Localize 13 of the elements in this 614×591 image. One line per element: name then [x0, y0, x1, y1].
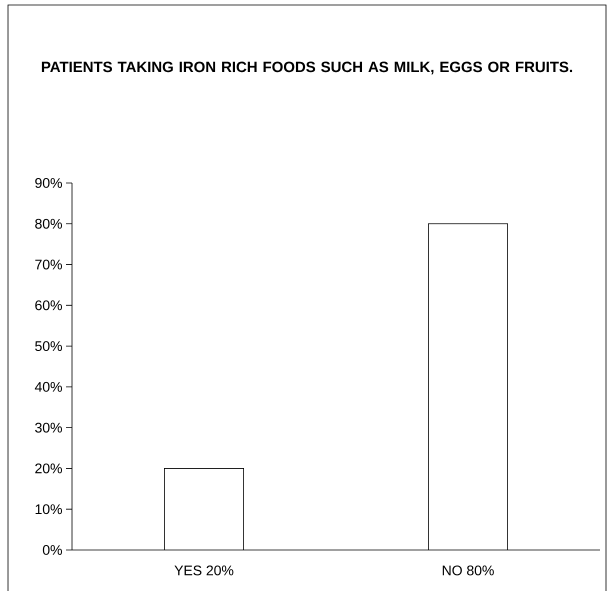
y-tick-label: 20%	[35, 463, 62, 474]
y-tick-label: 50%	[35, 341, 62, 352]
chart-title: PATIENTS TAKING IRON RICH FOODS SUCH AS MILK, EGGS OR FRUITS.	[42, 62, 572, 74]
y-tick-label: 90%	[35, 178, 62, 188]
y-tick-label: 30%	[35, 422, 62, 433]
y-tick-label: 70%	[35, 260, 62, 270]
y-tick-label: 40%	[34, 382, 62, 392]
y-tick-label: 80%	[35, 218, 62, 229]
y-tick-label: 60%	[35, 300, 62, 310]
y-tick-label: 10%	[36, 504, 62, 514]
x-tick-label: YES 20%	[174, 565, 234, 576]
x-tick-label: NO 80%	[442, 565, 494, 576]
y-tick-label: 0%	[42, 545, 62, 555]
